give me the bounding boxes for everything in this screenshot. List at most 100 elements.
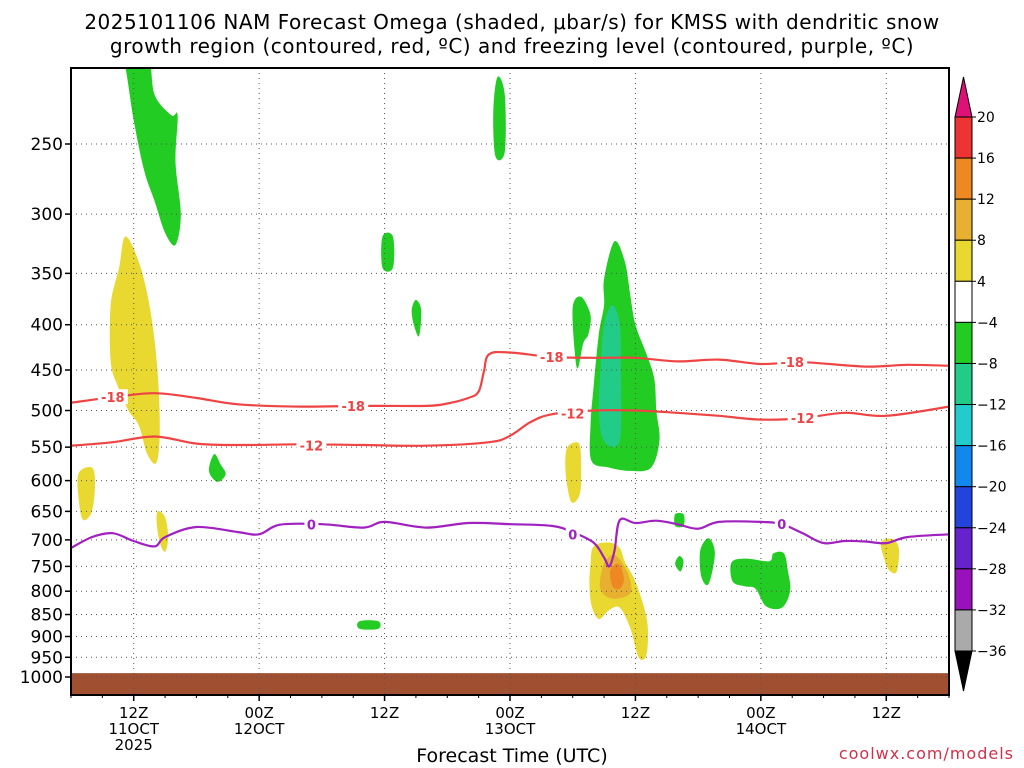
x-tick-label-6-2: 2025 [115, 736, 153, 754]
y-tick-label-750: 750 [31, 557, 63, 577]
omega-region-7 [598, 305, 622, 448]
y-axis: 2503003504004505005506006507007508008509… [20, 135, 71, 688]
contour-label-0-2: -18 [540, 351, 564, 366]
colorbar-label-1: 16 [977, 151, 995, 167]
omega-region-1 [208, 453, 226, 482]
x-tick-label-6-1: 11OCT [108, 720, 159, 738]
y-tick-label-1000: 1000 [20, 668, 63, 688]
omega-region-16 [565, 442, 582, 503]
contour-label-bg-2-0 [304, 516, 319, 532]
y-tick-label-500: 500 [31, 402, 63, 422]
y-tick-label-700: 700 [31, 531, 63, 551]
colorbar-label-2: 12 [977, 192, 995, 208]
y-tick-label-600: 600 [31, 472, 63, 492]
colorbar-bin-5 [954, 321, 973, 364]
x-tick-label-66-0: 00Z [746, 704, 775, 722]
surface-band [71, 673, 949, 695]
gridlines [71, 68, 949, 695]
colorbar-bin-6 [954, 362, 973, 406]
y-tick-label-800: 800 [31, 582, 63, 602]
contour-label-2-1: 0 [568, 528, 577, 543]
colorbar-label-3: 8 [977, 233, 986, 249]
colorbar-over-triangle [954, 76, 973, 118]
y-tick-label-300: 300 [31, 205, 63, 225]
colorbar-bin-9 [954, 486, 973, 529]
contour-label-bg-0-2 [536, 348, 567, 364]
omega-region-15 [156, 511, 169, 552]
omega-region-13 [77, 467, 95, 521]
colorbar-bin-10 [954, 527, 973, 570]
contour-label-bg-2-2 [774, 516, 789, 532]
x-tick-label-30-0: 12Z [370, 704, 399, 722]
colorbar-label-13: −36 [977, 644, 1007, 660]
contour-layer: -18 -18 -18 -18 -12 -12 -12 0 0 0 [71, 348, 949, 568]
y-tick-label-350: 350 [31, 264, 63, 284]
colorbar-under-triangle [954, 650, 973, 692]
colorbar-label-4: 4 [977, 274, 986, 290]
y-tick-label-900: 900 [31, 627, 63, 647]
colorbar: 20 16 12 8 4 −4 −8 −12 −16 −20 −24 −28 −32 −36 [954, 76, 1007, 692]
chart-title-line-1: 2025101106 NAM Forecast Omega (shaded, μ… [84, 10, 940, 34]
colorbar-label-11: −28 [977, 562, 1007, 578]
omega-region-9 [675, 555, 684, 572]
plot-frame [70, 67, 950, 696]
colorbar-label-10: −24 [977, 521, 1007, 537]
contour-label-bg-0-3 [777, 354, 808, 370]
y-tick-label-950: 950 [31, 648, 63, 668]
omega-region-5 [572, 296, 591, 369]
y-tick-label-400: 400 [31, 316, 63, 336]
omega-region-20 [880, 538, 900, 574]
colorbar-bin-7 [954, 404, 973, 447]
omega-region-3 [411, 299, 422, 337]
x-tick-label-18-1: 12OCT [234, 720, 285, 738]
colorbar-label-7: −12 [977, 398, 1007, 414]
x-tick-label-6-0: 12Z [119, 704, 148, 722]
x-axis-title: Forecast Time (UTC) [416, 745, 608, 767]
colorbar-label-12: −32 [977, 603, 1007, 619]
x-tick-label-42-1: 13OCT [485, 720, 536, 738]
omega-region-11 [730, 551, 791, 610]
contour-label-bg-0-1 [338, 397, 369, 413]
contour-line-0 [71, 350, 949, 408]
colorbar-bin-1 [954, 157, 973, 200]
contour-label-1-2: -12 [791, 412, 815, 427]
omega-region-19 [609, 563, 624, 590]
omega-region-14 [109, 236, 160, 464]
y-tick-label-450: 450 [31, 361, 63, 381]
surface-band-layer [71, 673, 949, 695]
colorbar-bin-0 [954, 116, 973, 159]
contour-label-0-1: -18 [341, 400, 365, 415]
contour-label-1-0: -12 [300, 440, 324, 455]
colorbar-bin-2 [954, 198, 973, 241]
contour-label-bg-0-0 [97, 389, 128, 405]
colorbar-bin-12 [954, 609, 973, 652]
contour-line-2 [71, 517, 949, 568]
omega-shading-layer [77, 68, 900, 661]
x-tick-label-54-0: 12Z [621, 704, 650, 722]
contour-label-bg-1-1 [557, 405, 588, 421]
contour-label-1-1: -12 [561, 408, 585, 423]
contour-label-2-0: 0 [307, 519, 316, 534]
colorbar-bin-3 [954, 239, 973, 282]
colorbar-bin-4 [954, 280, 973, 323]
x-tick-label-18-0: 00Z [244, 704, 273, 722]
y-tick-label-250: 250 [31, 135, 63, 155]
omega-region-2 [381, 232, 395, 272]
credit-link[interactable]: coolwx.com/models [838, 744, 1014, 763]
contour-label-bg-2-1 [565, 526, 580, 542]
colorbar-label-0: 20 [977, 110, 995, 126]
contour-label-2-2: 0 [777, 518, 786, 533]
omega-region-6 [589, 240, 660, 472]
omega-region-0 [125, 68, 181, 246]
colorbar-label-9: −20 [977, 480, 1007, 496]
y-tick-label-850: 850 [31, 606, 63, 626]
omega-region-4 [493, 76, 506, 161]
y-tick-label-550: 550 [31, 438, 63, 458]
x-tick-label-66-1: 14OCT [736, 720, 787, 738]
contour-label-bg-1-0 [296, 437, 327, 453]
contour-label-bg-1-2 [787, 410, 818, 426]
x-tick-label-78-0: 12Z [872, 704, 901, 722]
colorbar-label-8: −16 [977, 439, 1007, 455]
